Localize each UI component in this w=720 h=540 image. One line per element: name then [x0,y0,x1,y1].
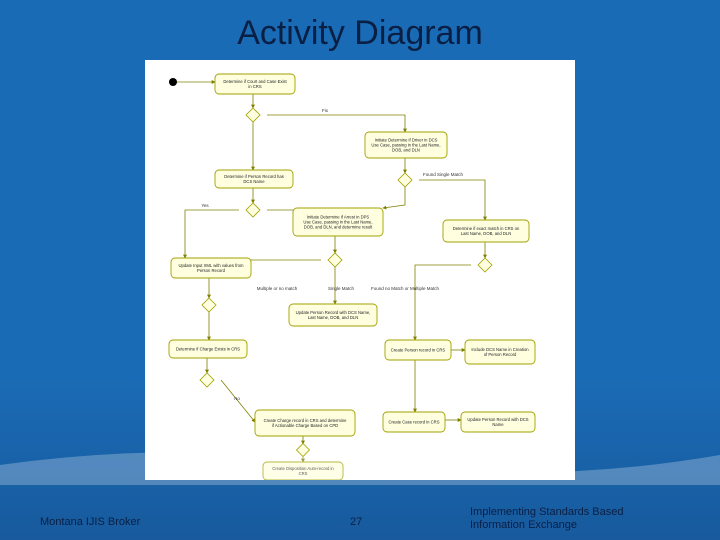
svg-text:No: No [234,396,240,401]
footer-left: Montana IJIS Broker [40,516,140,528]
footer-page: 27 [350,516,362,528]
svg-text:Found no Match or Multiple Mat: Found no Match or Multiple Match [371,286,440,291]
svg-text:Yes: Yes [201,203,209,208]
activity-diagram: Fix Yes Found Single Match Multiple or no m… [145,60,575,480]
svg-text:Multiple or no match: Multiple or no match [257,286,298,291]
footer: Montana IJIS Broker 27 Implementing Stan… [0,502,720,532]
svg-text:Create Case record in CRS: Create Case record in CRS [389,419,440,424]
svg-text:DOB, and DLN: DOB, and DLN [392,148,420,153]
svg-text:Found Single Match: Found Single Match [423,172,464,177]
svg-text:of Person Record: of Person Record [484,352,517,357]
svg-text:DOB, and DLN, and determine re: DOB, and DLN, and determine result [304,225,373,230]
slide: Activity Diagram Fix Yes Found Single Matc… [0,0,720,540]
svg-text:Last Name, DOB, and DLN: Last Name, DOB, and DLN [461,231,512,236]
svg-text:DCS Name: DCS Name [243,179,265,184]
svg-text:Fix: Fix [322,108,329,113]
svg-text:Create Person record in CRS: Create Person record in CRS [391,347,446,352]
svg-text:Last Name, DOB, and DLN: Last Name, DOB, and DLN [308,315,359,320]
svg-text:Person Record: Person Record [197,268,226,273]
svg-text:Single Match: Single Match [328,286,355,291]
footer-right: Implementing Standards Based Information… [470,506,660,532]
svg-text:Name: Name [492,422,504,427]
svg-text:Determine if Charge Exists in: Determine if Charge Exists in CRS [176,346,240,351]
svg-text:in CRS: in CRS [248,84,261,89]
svg-text:if Actionable Charge Based on: if Actionable Charge Based on CPD [272,423,338,428]
page-title: Activity Diagram [0,14,720,53]
wave-decoration [0,435,720,485]
